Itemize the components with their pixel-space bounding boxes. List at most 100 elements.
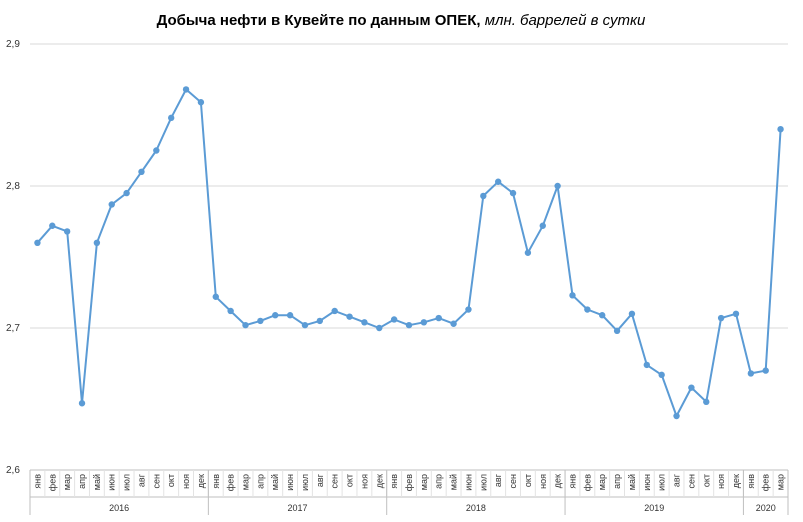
x-tick-label: дек xyxy=(196,474,206,488)
data-point xyxy=(34,239,41,246)
x-tick-label: авг xyxy=(315,473,325,487)
x-tick-label: май xyxy=(270,474,280,490)
data-point xyxy=(628,310,636,317)
x-tick-label: июл xyxy=(478,474,488,491)
x-tick-label: мар xyxy=(776,474,786,490)
y-tick-label: 2,9 xyxy=(6,39,20,50)
x-tick-label: янв xyxy=(389,474,399,489)
data-point xyxy=(63,228,71,235)
data-point xyxy=(361,319,368,326)
data-point xyxy=(658,371,665,379)
x-tick-label: июл xyxy=(300,474,310,491)
data-point xyxy=(286,312,294,319)
x-tick-label: фев xyxy=(47,474,57,491)
y-tick-label: 2,6 xyxy=(6,465,20,476)
x-tick-label: авг xyxy=(136,473,146,487)
x-tick-label: июн xyxy=(285,474,295,491)
x-tick-label: апр xyxy=(612,474,622,489)
x-tick-label: дек xyxy=(374,474,384,488)
x-tick-label: апр xyxy=(77,474,87,489)
x-tick-label: фев xyxy=(582,474,592,491)
x-tick-label: июл xyxy=(657,474,667,491)
x-tick-label: окт xyxy=(701,474,711,487)
data-point xyxy=(584,306,591,313)
data-point xyxy=(554,182,561,190)
data-point xyxy=(376,324,383,332)
data-point xyxy=(762,367,769,374)
data-point xyxy=(78,400,86,407)
x-tick-label: дек xyxy=(553,474,563,488)
y-tick-label: 2,8 xyxy=(6,181,20,192)
data-point xyxy=(182,86,190,93)
data-point xyxy=(747,370,755,377)
x-tick-label: сен xyxy=(686,474,696,489)
data-point xyxy=(450,320,457,327)
data-point xyxy=(153,147,160,154)
x-tick-label: июн xyxy=(107,474,117,491)
data-point xyxy=(643,361,651,369)
x-tick-label: окт xyxy=(345,474,355,487)
x-tick-label: май xyxy=(627,474,637,490)
year-label: 2019 xyxy=(644,503,664,513)
x-tick-label: июн xyxy=(642,474,652,491)
chart-title: Добыча нефти в Кувейте по данным ОПЕК, м… xyxy=(157,12,646,29)
data-point xyxy=(732,310,740,317)
data-point xyxy=(93,239,101,246)
x-tick-label: июн xyxy=(463,474,473,491)
year-label: 2020 xyxy=(756,503,776,513)
y-axis: 2,6 2,7 2,8 2,9 xyxy=(6,39,20,476)
x-tick-label: апр xyxy=(434,474,444,489)
series-oil-production xyxy=(34,86,784,420)
x-tick-label: фев xyxy=(404,474,414,491)
x-tick-label: апр xyxy=(255,474,265,489)
data-point xyxy=(212,293,219,300)
data-point xyxy=(569,292,576,299)
data-point xyxy=(703,398,710,406)
x-tick-label: окт xyxy=(166,474,176,487)
x-tick-label: ноя xyxy=(359,474,369,489)
data-point xyxy=(346,313,353,320)
data-point xyxy=(435,314,442,322)
x-tick-label: авг xyxy=(493,473,503,487)
data-point xyxy=(673,412,680,420)
data-point xyxy=(613,327,621,335)
data-point xyxy=(138,168,145,175)
data-point xyxy=(331,307,338,315)
x-tick-label: сен xyxy=(508,474,518,489)
data-point xyxy=(123,189,130,197)
x-tick-label: май xyxy=(92,474,102,490)
x-tick-label: авг xyxy=(672,473,682,487)
data-point xyxy=(242,321,249,329)
data-point xyxy=(49,222,56,229)
gridlines xyxy=(30,43,788,329)
data-point xyxy=(108,201,115,208)
x-tick-label: ноя xyxy=(538,474,548,489)
data-point xyxy=(316,317,324,325)
series-line xyxy=(36,88,782,417)
x-tick-label: янв xyxy=(211,474,221,489)
x-tick-label: мар xyxy=(597,474,607,490)
x-tick-label: сен xyxy=(151,474,161,489)
x-axis: янв фев мар апр май июн июл авг сен окт ноя дек янв ф… xyxy=(29,469,789,515)
x-tick-label: дек xyxy=(731,474,741,488)
chart-title-main: Добыча нефти в Кувейте по данным ОПЕК, xyxy=(157,12,481,29)
x-tick-label: янв xyxy=(567,474,577,489)
x-tick-label: янв xyxy=(746,474,756,489)
data-point xyxy=(717,314,725,322)
year-label: 2018 xyxy=(466,503,486,513)
data-point xyxy=(599,312,606,319)
data-point xyxy=(777,126,784,133)
data-point xyxy=(494,178,502,185)
y-tick-label: 2,7 xyxy=(6,323,20,334)
x-tick-label: ноя xyxy=(716,474,726,489)
data-point xyxy=(539,222,546,229)
x-tick-label: мар xyxy=(62,474,72,490)
data-point xyxy=(227,307,234,315)
data-point xyxy=(390,316,398,323)
data-point xyxy=(272,312,279,319)
x-tick-label: сен xyxy=(330,474,340,489)
data-point xyxy=(480,192,487,200)
data-point xyxy=(420,319,428,326)
data-point xyxy=(167,114,175,122)
